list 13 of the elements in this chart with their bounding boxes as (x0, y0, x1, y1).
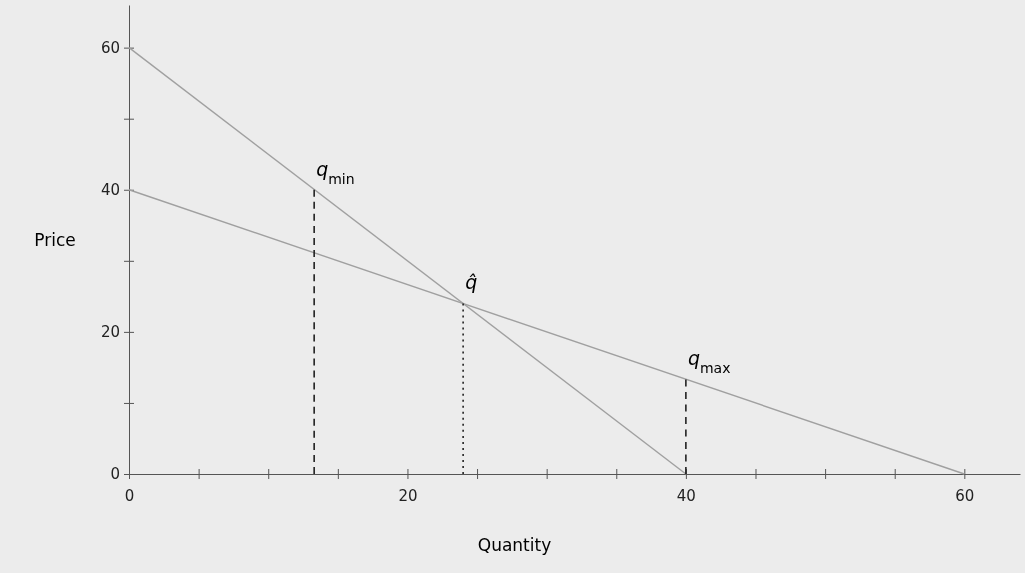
annotation: q$_{min}$ (316, 157, 355, 187)
x-axis-title: Quantity (477, 535, 552, 555)
x-tick-label: 60 (955, 487, 975, 505)
annotation: q̂ (465, 271, 478, 294)
x-tick-label: 0 (124, 487, 135, 505)
y-tick-label: 40 (100, 181, 120, 200)
y-tick-label: 0 (110, 465, 120, 484)
y-tick-label: 20 (100, 323, 120, 342)
y-tick-label: 60 (100, 38, 120, 57)
x-tick-label: 40 (676, 487, 696, 505)
x-tick-label: 20 (398, 487, 418, 505)
y-axis-title: Price (34, 229, 76, 250)
annotation: q$_{max}$ (687, 347, 731, 377)
